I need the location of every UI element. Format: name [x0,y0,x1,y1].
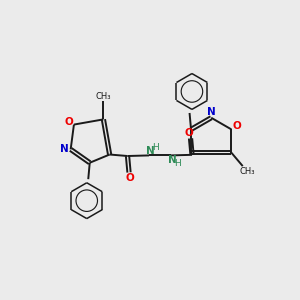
Text: O: O [185,128,194,138]
Text: H: H [174,159,181,168]
Text: O: O [232,122,241,131]
Text: O: O [64,117,73,127]
Text: CH₃: CH₃ [239,167,255,176]
Text: N: N [146,146,155,156]
Text: H: H [152,142,159,152]
Text: N: N [168,155,176,165]
Text: CH₃: CH₃ [96,92,111,100]
Text: N: N [60,144,68,154]
Text: O: O [125,172,134,182]
Text: N: N [207,107,216,117]
